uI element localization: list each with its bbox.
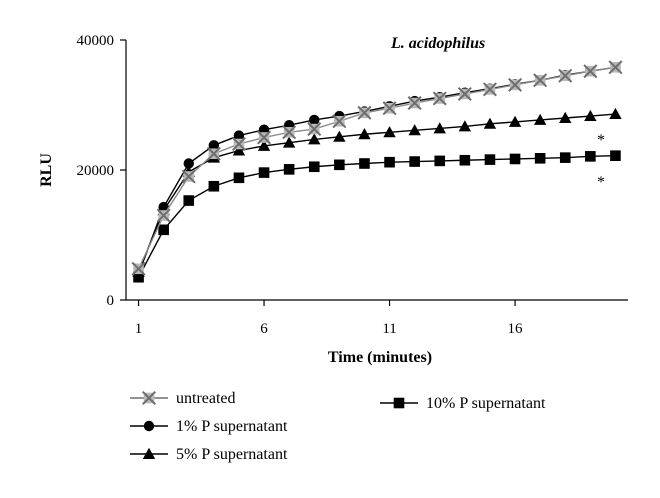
data-point-square <box>233 172 245 184</box>
data-point-square <box>610 150 621 161</box>
legend-label: 10% P supernatant <box>426 395 546 412</box>
data-point-square <box>559 152 571 163</box>
x-tick-label: 16 <box>508 321 524 337</box>
y-tick-label: 0 <box>107 293 115 309</box>
series-line <box>137 113 616 273</box>
legend-label: untreated <box>176 390 236 407</box>
data-point-x <box>131 261 146 276</box>
data-point-x <box>382 101 397 116</box>
data-point-triangle <box>308 133 321 145</box>
data-point-square <box>158 224 169 236</box>
data-point-triangle <box>408 124 421 136</box>
legend-item-1: 1% P supernatant <box>130 418 288 435</box>
data-point-x <box>156 208 171 223</box>
axes <box>125 40 628 301</box>
data-point-triangle <box>383 126 396 138</box>
data-point-square <box>359 158 370 169</box>
data-point-square <box>334 159 345 171</box>
data-point-triangle <box>333 130 346 142</box>
data-point-square <box>509 153 521 165</box>
x-tick-label: 6 <box>260 321 268 337</box>
data-point-circle <box>158 201 169 213</box>
series-3 <box>133 150 621 283</box>
series-line <box>137 66 616 275</box>
data-point-triangle <box>257 139 271 151</box>
series-0 <box>131 60 623 276</box>
data-point-triangle <box>232 144 246 156</box>
data-point-triangle <box>584 109 597 122</box>
data-point-triangle <box>282 136 296 148</box>
data-point-x <box>307 122 322 137</box>
data-point-triangle <box>533 113 547 125</box>
data-point-triangle <box>458 120 472 132</box>
data-point-square <box>459 154 471 166</box>
data-point-x <box>231 136 246 152</box>
data-point-x <box>181 169 196 184</box>
legend-item-3: 10% P supernatant <box>380 395 546 412</box>
y-tick-label: 40000 <box>77 33 115 49</box>
x-tick-label: 11 <box>382 321 396 337</box>
significance-asterisk-10pct: * <box>597 174 605 191</box>
data-point-triangle <box>483 117 497 129</box>
legend-label: 5% P supernatant <box>176 446 288 463</box>
data-point-x <box>508 77 523 92</box>
chart-title: L. acidophilus <box>390 35 485 52</box>
data-point-square <box>208 180 220 192</box>
data-point-x <box>357 105 372 120</box>
series-2 <box>132 107 622 278</box>
series-line <box>137 155 616 278</box>
data-point-square <box>308 161 320 173</box>
data-point-square <box>393 397 405 409</box>
data-point-x <box>407 96 422 111</box>
data-point-triangle <box>433 122 446 134</box>
data-point-square <box>384 156 395 168</box>
series-line <box>137 66 616 270</box>
data-point-square <box>585 151 596 162</box>
data-point-triangle <box>508 115 522 127</box>
data-point-square <box>183 195 195 206</box>
legend-item-2: 5% P supernatant <box>130 446 288 463</box>
significance-asterisk-5pct: * <box>597 132 605 149</box>
data-point-x <box>533 73 548 88</box>
data-point-square <box>484 154 496 165</box>
data-point-circle <box>233 130 245 141</box>
data-point-triangle <box>358 128 371 140</box>
data-point-square <box>283 164 295 175</box>
data-point-triangle <box>559 111 572 123</box>
data-point-x <box>282 125 297 140</box>
data-point-circle <box>208 140 220 151</box>
data-point-square <box>434 155 446 167</box>
data-point-square <box>409 156 420 167</box>
data-point-x <box>206 146 221 161</box>
data-point-triangle <box>142 447 156 459</box>
data-point-x <box>558 68 573 83</box>
data-point-square <box>258 167 270 178</box>
data-point-x <box>457 86 472 101</box>
data-point-x <box>141 390 157 406</box>
legend-label: 1% P supernatant <box>176 418 288 435</box>
y-tick-label: 20000 <box>77 163 115 179</box>
data-point-square <box>534 153 546 164</box>
x-tick-label: 1 <box>135 321 143 337</box>
data-point-circle <box>309 114 320 126</box>
y-axis-title: RLU <box>38 153 55 187</box>
data-point-circle <box>143 420 155 432</box>
data-point-x <box>583 64 598 79</box>
data-point-x <box>608 60 623 75</box>
series-1 <box>133 62 621 280</box>
data-point-x <box>332 114 347 129</box>
legend-item-0: untreated <box>130 390 236 407</box>
data-point-circle <box>183 158 194 169</box>
data-point-x <box>432 91 447 106</box>
data-point-x <box>482 82 497 97</box>
data-point-triangle <box>609 107 622 120</box>
data-point-x <box>257 130 272 145</box>
x-axis-title: Time (minutes) <box>328 349 432 366</box>
